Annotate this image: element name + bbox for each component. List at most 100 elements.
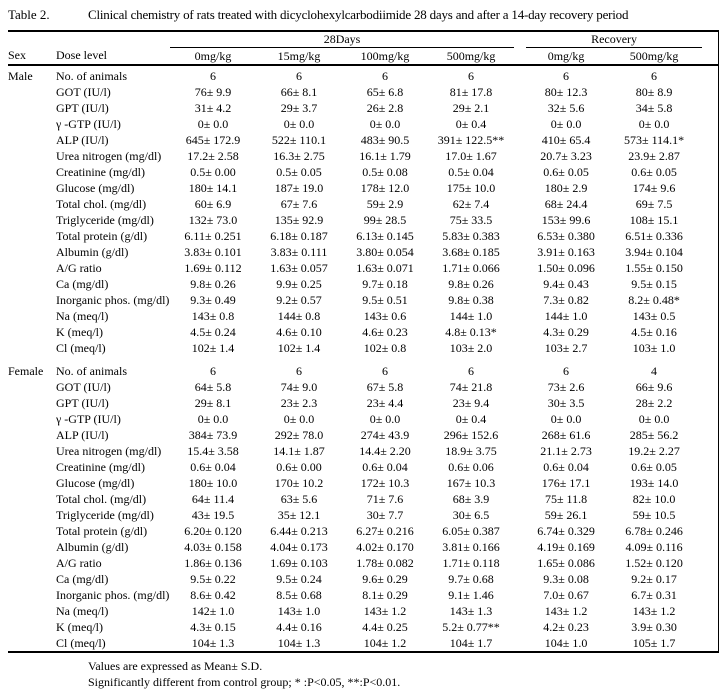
value-cell: 175± 10.0 <box>446 181 496 195</box>
value-cell: 74± 21.8 <box>449 380 493 394</box>
footnote-significance: Significantly different from control gro… <box>88 675 401 689</box>
value-cell: 104± 1.3 <box>191 636 235 650</box>
value-cell: 8.6± 0.42 <box>190 588 236 602</box>
value-cell: 9.2± 0.17 <box>631 572 677 586</box>
value-cell: 4.6± 0.10 <box>276 325 322 339</box>
value-cell: 144± 1.0 <box>544 309 588 323</box>
value-cell: 62± 7.4 <box>452 197 490 211</box>
value-cell: 172± 10.3 <box>360 476 410 490</box>
value-cell: 28± 2.2 <box>635 396 673 410</box>
value-cell: 143± 0.5 <box>632 309 676 323</box>
value-cell: 6 <box>382 69 388 83</box>
parameter-label: Glucose (mg/dl) <box>56 181 135 195</box>
value-cell: 4.2± 0.23 <box>543 620 589 634</box>
value-cell: 6.78± 0.246 <box>625 524 683 538</box>
table-row: γ -GTP (IU/l) 0± 0.0 0± 0.0 0± 0.0 0± 0.4 0± … <box>8 116 719 132</box>
value-cell: 23.9± 2.87 <box>628 149 680 163</box>
sex-label <box>8 603 56 619</box>
column-gap <box>514 507 526 523</box>
row-filler <box>702 148 719 164</box>
value-cell: 80± 12.3 <box>544 85 588 99</box>
value-cell: 285± 56.2 <box>629 428 679 442</box>
value-cell: 384± 73.9 <box>188 428 238 442</box>
sex-label <box>8 379 56 395</box>
column-gap <box>514 244 526 260</box>
value-cell: 1.69± 0.103 <box>270 556 328 570</box>
sex-label <box>8 276 56 292</box>
column-gap <box>514 308 526 324</box>
sex-label <box>8 212 56 228</box>
value-cell: 0± 0.0 <box>283 117 315 131</box>
value-cell: 170± 10.2 <box>274 476 324 490</box>
table-container: 28Days Recovery Sex Dose level 0mg/kg 15… <box>8 30 720 653</box>
column-gap <box>514 395 526 411</box>
table-row: Ca (mg/dl) 9.8± 0.26 9.9± 0.25 9.7± 0.18 9.8… <box>8 276 719 292</box>
value-cell: 0.6± 0.06 <box>448 460 494 474</box>
row-filler <box>702 587 719 603</box>
value-cell: 180± 10.0 <box>188 476 238 490</box>
value-cell: 6.27± 0.216 <box>356 524 414 538</box>
value-cell: 1.55± 0.150 <box>625 261 683 275</box>
row-filler <box>702 276 719 292</box>
value-cell: 8.1± 0.29 <box>362 588 408 602</box>
table-row: Total protein (g/dl) 6.11± 0.251 6.18± 0.1… <box>8 228 719 244</box>
value-cell: 20.7± 3.23 <box>540 149 592 163</box>
sex-label <box>8 475 56 491</box>
table-row: GOT (IU/l) 76± 9.9 66± 8.1 65± 6.8 81± 17.8 8… <box>8 84 719 100</box>
value-cell: 1.50± 0.096 <box>537 261 595 275</box>
value-cell: 4.3± 0.29 <box>543 325 589 339</box>
table-row: Creatinine (mg/dl) 0.5± 0.00 0.5± 0.05 0.5±… <box>8 164 719 180</box>
parameter-label: Creatinine (mg/dl) <box>56 165 145 179</box>
value-cell: 4.8± 0.13* <box>445 325 497 339</box>
value-cell: 103± 2.7 <box>544 341 588 355</box>
column-gap <box>514 603 526 619</box>
parameter-label: ALP (IU/l) <box>56 428 109 442</box>
sex-label <box>8 443 56 459</box>
table-row: Female No. of animals 6 6 6 6 6 4 <box>8 356 719 379</box>
table-right-border <box>718 30 719 653</box>
table-row: Total chol. (mg/dl) 60± 6.9 67± 7.6 59± 2.9… <box>8 196 719 212</box>
value-cell: 74± 9.0 <box>280 380 318 394</box>
value-cell: 68± 24.4 <box>544 197 588 211</box>
value-cell: 0± 0.0 <box>550 412 582 426</box>
value-cell: 67± 5.8 <box>366 380 404 394</box>
column-gap <box>514 523 526 539</box>
value-cell: 292± 78.0 <box>274 428 324 442</box>
table-row: γ -GTP (IU/l) 0± 0.0 0± 0.0 0± 0.0 0± 0.4 0± … <box>8 411 719 427</box>
table-row: Inorganic phos. (mg/dl) 8.6± 0.42 8.5± 0.6… <box>8 587 719 603</box>
row-filler <box>702 395 719 411</box>
header-dose-28days-0: 0mg/kg <box>170 47 256 66</box>
value-cell: 1.86± 0.136 <box>184 556 242 570</box>
header-dose-28days-15: 15mg/kg <box>256 47 342 66</box>
header-dose-filler <box>702 47 720 66</box>
value-cell: 35± 12.1 <box>277 508 321 522</box>
table-row: Creatinine (mg/dl) 0.6± 0.04 0.6± 0.00 0.6±… <box>8 459 719 475</box>
footnote-mean-sd: Values are expressed as Mean± S.D. <box>88 659 263 673</box>
value-cell: 59± 10.5 <box>632 508 676 522</box>
sex-label <box>8 244 56 260</box>
value-cell: 193± 14.0 <box>629 476 679 490</box>
value-cell: 143± 0.8 <box>191 309 235 323</box>
parameter-label: A/G ratio <box>56 261 102 275</box>
value-cell: 59± 2.9 <box>366 197 404 211</box>
value-cell: 144± 0.8 <box>277 309 321 323</box>
value-cell: 143± 1.2 <box>363 604 407 618</box>
value-cell: 0± 0.4 <box>455 117 487 131</box>
value-cell: 6 <box>210 364 216 378</box>
value-cell: 0± 0.0 <box>638 412 670 426</box>
row-filler <box>702 244 719 260</box>
parameter-label: γ -GTP (IU/l) <box>56 412 121 426</box>
value-cell: 6 <box>563 69 570 83</box>
header-dose-28days-100: 100mg/kg <box>342 47 428 66</box>
value-cell: 9.9± 0.25 <box>276 277 322 291</box>
value-cell: 71± 7.6 <box>366 492 404 506</box>
value-cell: 296± 152.6 <box>443 428 499 442</box>
value-cell: 268± 61.6 <box>541 428 591 442</box>
value-cell: 1.69± 0.112 <box>184 261 242 275</box>
value-cell: 34± 5.8 <box>635 101 673 115</box>
table-row: Male No. of animals 6 6 6 6 6 6 <box>8 65 719 84</box>
value-cell: 3.83± 0.111 <box>270 245 328 259</box>
column-gap <box>514 212 526 228</box>
parameter-label: Total protein (g/dl) <box>56 229 148 243</box>
header-group-gap <box>514 31 526 48</box>
